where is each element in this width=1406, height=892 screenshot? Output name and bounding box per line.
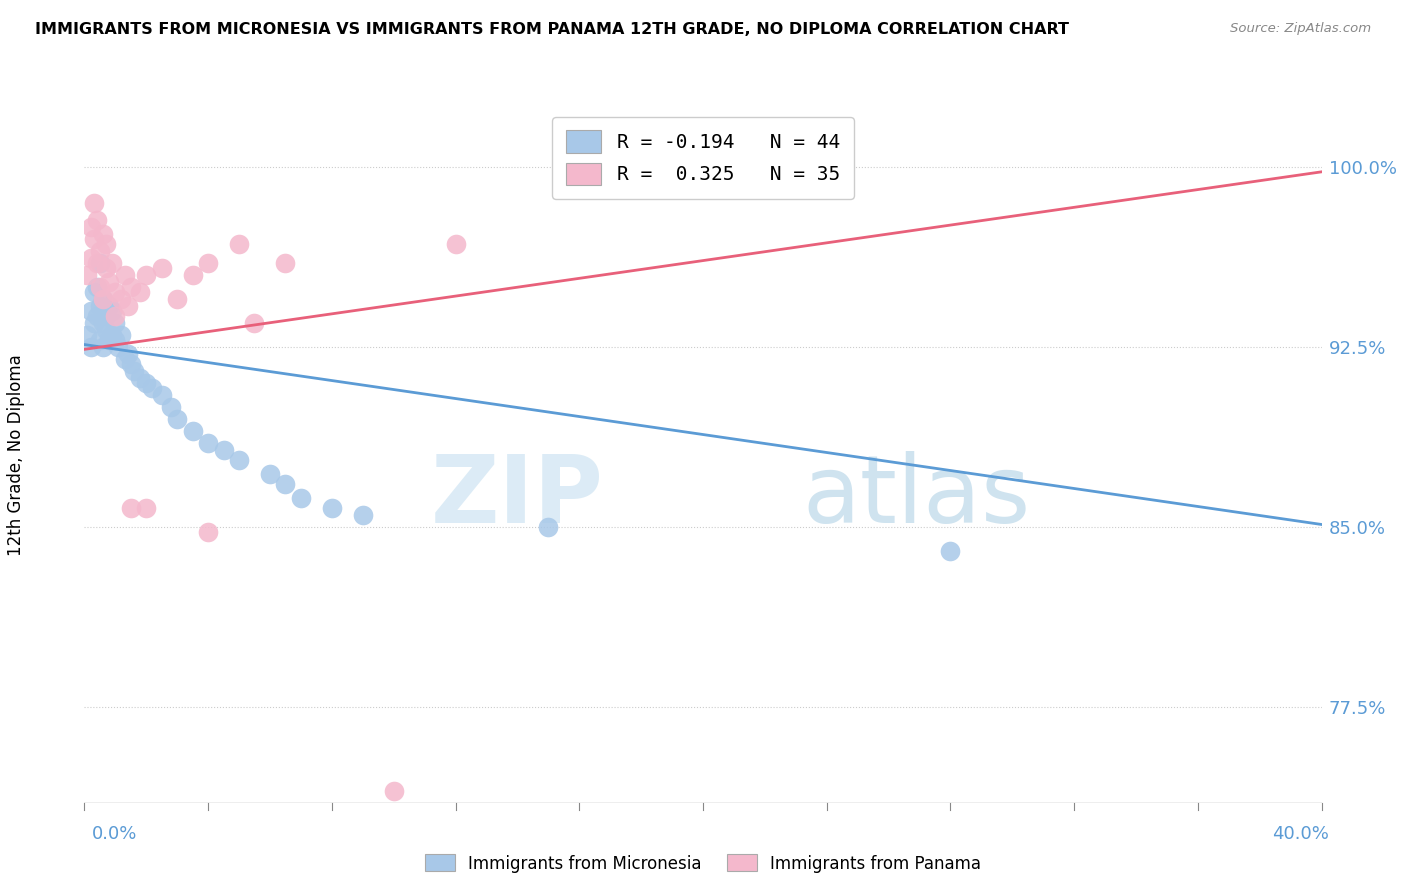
Point: [89, 244, 111, 258]
Point: [107, 340, 129, 354]
Point: [110, 292, 132, 306]
Text: 0.0%: 0.0%: [91, 825, 136, 843]
Point: [86, 212, 108, 227]
Point: [135, 500, 157, 515]
Text: 40.0%: 40.0%: [1272, 825, 1329, 843]
Point: [259, 467, 281, 482]
Point: [76, 328, 98, 343]
Point: [382, 784, 405, 798]
Point: [150, 260, 173, 275]
Point: [94, 309, 117, 323]
Point: [89, 280, 111, 294]
Point: [181, 268, 204, 282]
Point: [91, 292, 114, 306]
Point: [228, 452, 250, 467]
Point: [89, 333, 111, 347]
Point: [117, 347, 139, 361]
Point: [110, 328, 132, 343]
Point: [101, 328, 124, 343]
Text: IMMIGRANTS FROM MICRONESIA VS IMMIGRANTS FROM PANAMA 12TH GRADE, NO DIPLOMA CORR: IMMIGRANTS FROM MICRONESIA VS IMMIGRANTS…: [35, 22, 1069, 37]
Point: [104, 309, 127, 323]
Legend: R = -0.194   N = 44, R =  0.325   N = 35: R = -0.194 N = 44, R = 0.325 N = 35: [553, 117, 853, 199]
Point: [104, 316, 127, 330]
Point: [98, 275, 121, 289]
Point: [79, 340, 101, 354]
Point: [135, 268, 157, 282]
Point: [352, 508, 374, 522]
Point: [83, 285, 105, 299]
Point: [228, 236, 250, 251]
Text: atlas: atlas: [801, 450, 1031, 542]
Point: [274, 256, 297, 270]
Point: [321, 500, 343, 515]
Point: [114, 351, 136, 366]
Point: [117, 299, 139, 313]
Point: [98, 333, 121, 347]
Point: [197, 256, 219, 270]
Point: [141, 381, 163, 395]
Point: [122, 364, 145, 378]
Point: [94, 236, 117, 251]
Point: [114, 268, 136, 282]
Point: [129, 371, 152, 385]
Point: [83, 316, 105, 330]
Point: [181, 424, 204, 438]
Point: [104, 333, 127, 347]
Point: [86, 280, 108, 294]
Point: [91, 316, 114, 330]
Point: [86, 309, 108, 323]
Point: [290, 491, 312, 505]
Point: [129, 285, 152, 299]
Point: [101, 304, 124, 318]
Point: [166, 292, 188, 306]
Point: [197, 524, 219, 539]
Point: [86, 256, 108, 270]
Legend: Immigrants from Micronesia, Immigrants from Panama: Immigrants from Micronesia, Immigrants f…: [418, 847, 988, 880]
Point: [89, 299, 111, 313]
Point: [89, 256, 111, 270]
Text: Source: ZipAtlas.com: Source: ZipAtlas.com: [1230, 22, 1371, 36]
Point: [160, 400, 183, 414]
Point: [91, 340, 114, 354]
Point: [150, 388, 173, 402]
Point: [212, 443, 235, 458]
Point: [83, 232, 105, 246]
Point: [197, 436, 219, 450]
Point: [104, 285, 127, 299]
Point: [243, 316, 266, 330]
Point: [166, 412, 188, 426]
Point: [120, 357, 142, 371]
Point: [939, 544, 962, 558]
Text: ZIP: ZIP: [432, 450, 605, 542]
Point: [537, 520, 560, 534]
Point: [98, 299, 121, 313]
Point: [91, 292, 114, 306]
Point: [79, 251, 101, 265]
Point: [444, 236, 467, 251]
Point: [135, 376, 157, 390]
Point: [76, 268, 98, 282]
Point: [83, 196, 105, 211]
Text: 12th Grade, No Diploma: 12th Grade, No Diploma: [7, 354, 25, 556]
Point: [94, 260, 117, 275]
Point: [91, 227, 114, 242]
Point: [274, 476, 297, 491]
Point: [120, 280, 142, 294]
Point: [101, 256, 124, 270]
Point: [79, 219, 101, 234]
Point: [79, 304, 101, 318]
Point: [94, 323, 117, 337]
Point: [120, 500, 142, 515]
